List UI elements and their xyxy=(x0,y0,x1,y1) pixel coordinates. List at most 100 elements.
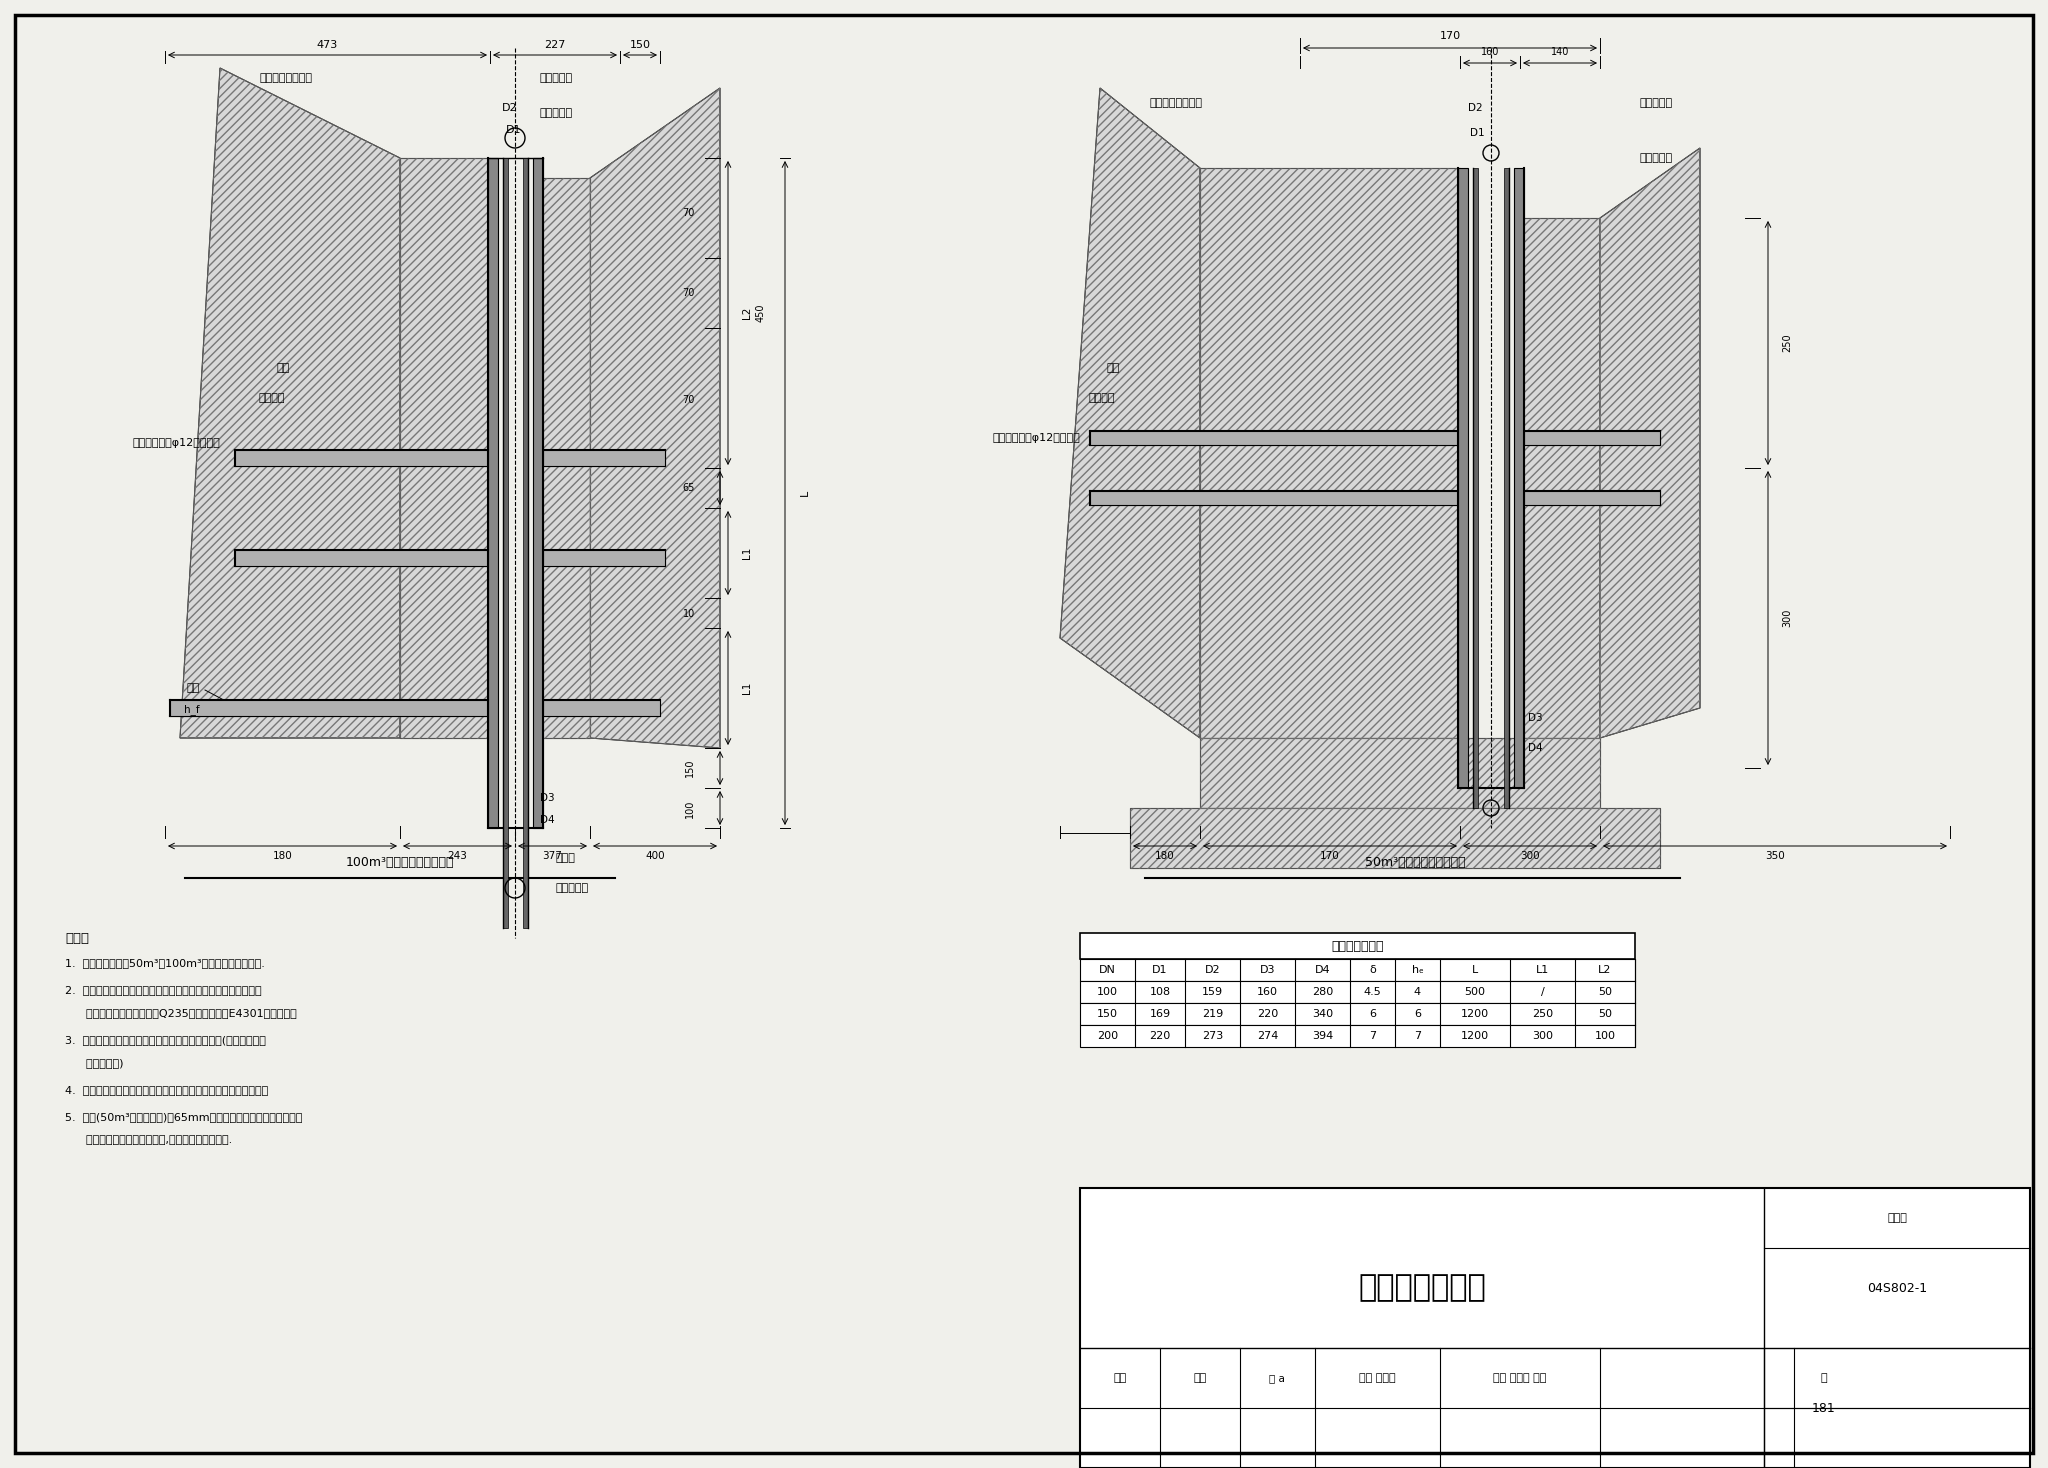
Text: 被套管切断后的焊接连接件,以保证环筋受力连续.: 被套管切断后的焊接连接件,以保证环筋受力连续. xyxy=(66,1135,231,1145)
Text: 7: 7 xyxy=(1413,1031,1421,1041)
Text: 水塔中心线: 水塔中心线 xyxy=(541,73,573,84)
Text: 1200: 1200 xyxy=(1460,1009,1489,1019)
Text: DN: DN xyxy=(1100,964,1116,975)
Text: 250: 250 xyxy=(1782,333,1792,352)
Text: L1: L1 xyxy=(741,546,752,559)
Text: 280: 280 xyxy=(1313,986,1333,997)
Polygon shape xyxy=(399,159,489,738)
Text: 出水管管口: 出水管管口 xyxy=(1640,153,1673,163)
Text: 500: 500 xyxy=(1464,986,1485,997)
Polygon shape xyxy=(541,178,590,738)
Text: 04S802-1: 04S802-1 xyxy=(1868,1282,1927,1295)
Text: 油麻: 油麻 xyxy=(276,363,291,373)
Text: 6: 6 xyxy=(1413,1009,1421,1019)
Text: 说明：: 说明： xyxy=(66,932,88,944)
Text: D3: D3 xyxy=(1260,964,1276,975)
Polygon shape xyxy=(541,700,659,716)
Text: 220: 220 xyxy=(1149,1031,1171,1041)
Text: 套管内壁点焊φ12钢筋拒圈: 套管内壁点焊φ12钢筋拒圈 xyxy=(991,433,1079,443)
Text: 170: 170 xyxy=(1321,851,1339,862)
Text: 7: 7 xyxy=(1368,1031,1376,1041)
Text: 473: 473 xyxy=(317,40,338,50)
Bar xyxy=(1079,1003,1634,1025)
Polygon shape xyxy=(1520,432,1661,445)
Text: 243: 243 xyxy=(449,851,467,862)
Text: 出水管管口: 出水管管口 xyxy=(541,109,573,117)
Text: 70: 70 xyxy=(682,395,694,405)
Text: D1: D1 xyxy=(1470,128,1485,138)
Text: 160: 160 xyxy=(1481,47,1499,57)
Text: 274: 274 xyxy=(1257,1031,1278,1041)
Polygon shape xyxy=(541,451,666,465)
Text: /: / xyxy=(1540,986,1544,997)
Text: L: L xyxy=(1473,964,1479,975)
Text: 180: 180 xyxy=(1155,851,1176,862)
Text: L1: L1 xyxy=(741,681,752,694)
Text: 密捣实。钢套管及翼环用Q235材料制作，用E4301焊条焊接。: 密捣实。钢套管及翼环用Q235材料制作，用E4301焊条焊接。 xyxy=(66,1009,297,1017)
Text: L2: L2 xyxy=(741,307,752,319)
Text: 进水、溢水管管口: 进水、溢水管管口 xyxy=(260,73,313,84)
Polygon shape xyxy=(170,700,489,716)
Text: 页: 页 xyxy=(1821,1373,1827,1383)
Text: 1200: 1200 xyxy=(1460,1031,1489,1041)
Text: 设计 苏晓林 沙沙: 设计 苏晓林 沙沙 xyxy=(1493,1373,1546,1383)
Text: D1: D1 xyxy=(506,125,522,135)
Text: 2.  防水套管安装应与土建施工密切配合。防水套管内的填料应紧: 2. 防水套管安装应与土建施工密切配合。防水套管内的填料应紧 xyxy=(66,985,262,995)
Text: 70: 70 xyxy=(682,208,694,219)
Text: 钢套管: 钢套管 xyxy=(555,853,575,863)
Polygon shape xyxy=(590,88,721,749)
Polygon shape xyxy=(1458,167,1468,788)
Text: 4: 4 xyxy=(1413,986,1421,997)
Polygon shape xyxy=(504,159,508,928)
Text: 6: 6 xyxy=(1368,1009,1376,1019)
Text: 400: 400 xyxy=(645,851,666,862)
Text: 石棉水泥: 石棉水泥 xyxy=(258,393,285,404)
Text: 180: 180 xyxy=(272,851,293,862)
Polygon shape xyxy=(1520,219,1599,738)
Polygon shape xyxy=(1200,167,1460,738)
Text: D2: D2 xyxy=(1204,964,1221,975)
Text: 李良: 李良 xyxy=(1194,1373,1206,1383)
Text: 160: 160 xyxy=(1257,986,1278,997)
Text: 300: 300 xyxy=(1782,609,1792,627)
Polygon shape xyxy=(1520,490,1661,505)
Text: 100: 100 xyxy=(1098,986,1118,997)
Text: 审核: 审核 xyxy=(1114,1373,1126,1383)
Text: 100m³水筱防水套管安装图: 100m³水筱防水套管安装图 xyxy=(346,856,455,869)
Text: hₑ: hₑ xyxy=(1411,964,1423,975)
Text: 套管内壁点焊φ12钢筋拒圈: 套管内壁点焊φ12钢筋拒圈 xyxy=(133,437,219,448)
Text: 340: 340 xyxy=(1313,1009,1333,1019)
Polygon shape xyxy=(1599,148,1700,738)
Text: 防水套管尺寸表: 防水套管尺寸表 xyxy=(1331,940,1384,953)
Text: D3: D3 xyxy=(1528,713,1542,724)
Text: 227: 227 xyxy=(545,40,565,50)
Polygon shape xyxy=(1473,167,1479,807)
Text: 10: 10 xyxy=(682,609,694,619)
Text: 100: 100 xyxy=(1595,1031,1616,1041)
Polygon shape xyxy=(236,550,489,567)
Polygon shape xyxy=(1200,738,1599,807)
Text: D2: D2 xyxy=(1468,103,1483,113)
Text: 50: 50 xyxy=(1597,1009,1612,1019)
Text: D4: D4 xyxy=(1528,743,1542,753)
Text: 70: 70 xyxy=(682,288,694,298)
Text: 150: 150 xyxy=(1098,1009,1118,1019)
Polygon shape xyxy=(1513,167,1524,788)
Text: 220: 220 xyxy=(1257,1009,1278,1019)
Text: L1: L1 xyxy=(1536,964,1548,975)
Text: 250: 250 xyxy=(1532,1009,1552,1019)
Polygon shape xyxy=(532,159,543,828)
Text: 300: 300 xyxy=(1532,1031,1552,1041)
Text: 石棉水泥: 石棉水泥 xyxy=(1087,393,1114,404)
Text: h_f: h_f xyxy=(184,705,201,715)
Polygon shape xyxy=(1061,88,1200,738)
Text: 4.5: 4.5 xyxy=(1364,986,1380,997)
Text: δ: δ xyxy=(1370,964,1376,975)
Text: 3.  钢套管及翼环加工完毕后，在其外壁刷底漆两遍(底漆包括樟丹: 3. 钢套管及翼环加工完毕后，在其外壁刷底漆两遍(底漆包括樟丹 xyxy=(66,1035,266,1045)
Text: 219: 219 xyxy=(1202,1009,1223,1019)
Text: D4: D4 xyxy=(1315,964,1331,975)
Text: 150: 150 xyxy=(629,40,651,50)
Text: 1.  图中尺寸适用于50m³和100m³水塔防水套管的安装.: 1. 图中尺寸适用于50m³和100m³水塔防水套管的安装. xyxy=(66,959,264,967)
Bar xyxy=(1079,1188,2030,1468)
Text: L2: L2 xyxy=(1597,964,1612,975)
